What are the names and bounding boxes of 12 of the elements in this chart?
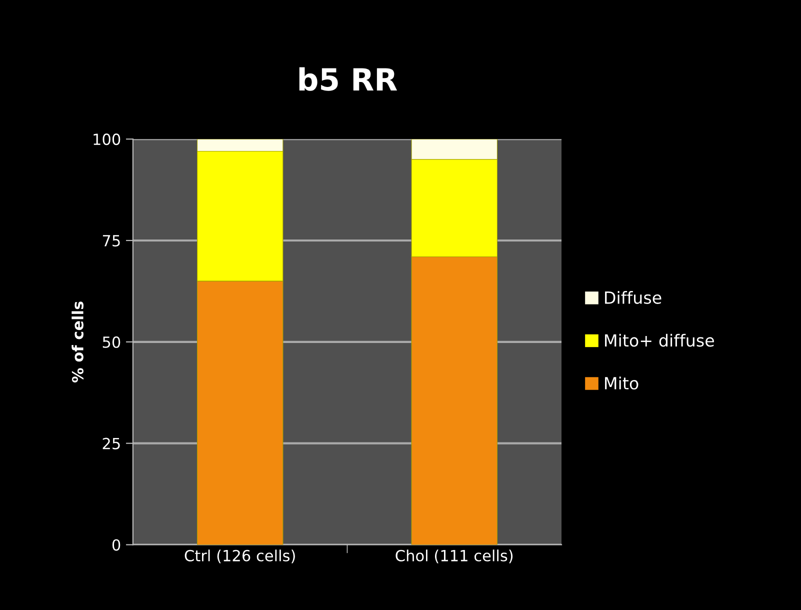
y-tick-label: 75 bbox=[102, 235, 120, 247]
y-axis-title: % of cells bbox=[72, 302, 84, 382]
y-tick-label: 0 bbox=[112, 539, 120, 551]
x-tick-label: Chol (111 cells) bbox=[396, 550, 513, 564]
legend-label: Mito+ diffuse bbox=[605, 334, 714, 347]
y-tick-label: 50 bbox=[102, 336, 120, 348]
chart-title: b5 RR bbox=[299, 67, 398, 91]
legend-label: Mito bbox=[605, 376, 638, 390]
x-tick-label: Ctrl (126 cells) bbox=[184, 550, 295, 564]
y-tick-label: 100 bbox=[94, 134, 120, 146]
legend-label: Diffuse bbox=[605, 291, 662, 304]
y-tick-label: 25 bbox=[102, 438, 120, 450]
